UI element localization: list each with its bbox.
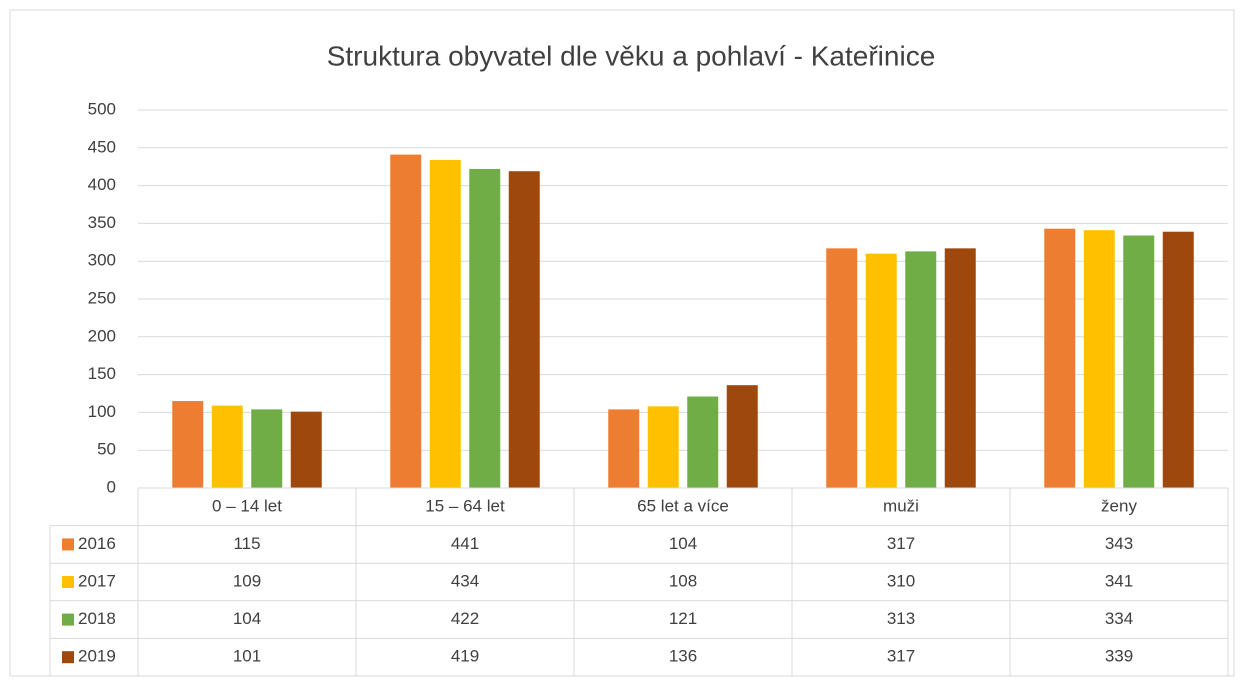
- legend-swatch: [62, 538, 74, 551]
- chart-frame: [9, 9, 1235, 677]
- table-value: 115: [233, 534, 260, 553]
- x-tick-label: ženy: [1101, 496, 1137, 515]
- bar: [687, 396, 719, 488]
- bar: [1083, 230, 1115, 489]
- table-value: 422: [451, 609, 479, 628]
- y-tick-label: 250: [88, 288, 116, 307]
- bar: [508, 171, 540, 488]
- bar: [608, 409, 640, 488]
- table-value: 109: [233, 571, 261, 590]
- bar: [647, 406, 679, 488]
- y-tick-label: 400: [88, 175, 116, 194]
- bar: [726, 385, 758, 488]
- legend-swatch: [62, 576, 74, 588]
- legend-label: 2019: [78, 647, 116, 666]
- table-value: 317: [887, 534, 915, 553]
- y-tick-label: 0: [107, 477, 116, 496]
- bar: [1162, 231, 1194, 488]
- bar: [172, 401, 204, 488]
- y-tick-label: 450: [88, 137, 116, 156]
- table-value: 441: [451, 534, 479, 553]
- y-tick-label: 350: [88, 213, 116, 232]
- table-value: 334: [1105, 609, 1133, 628]
- bar: [251, 409, 283, 488]
- bar: [1044, 228, 1076, 488]
- table-value: 136: [669, 647, 697, 666]
- y-tick-label: 50: [97, 440, 116, 459]
- bar: [1123, 235, 1155, 488]
- table-value: 104: [233, 609, 261, 628]
- table-value: 108: [669, 571, 697, 590]
- y-tick-label: 150: [88, 364, 116, 383]
- legend-swatch: [62, 613, 74, 626]
- legend-label: 2016: [78, 534, 116, 553]
- table-value: 419: [451, 647, 479, 666]
- bar: [905, 251, 937, 488]
- table-value: 341: [1105, 571, 1133, 590]
- bar: [944, 248, 976, 488]
- bar: [211, 405, 243, 488]
- bar: [390, 154, 422, 488]
- table-value: 339: [1105, 647, 1133, 666]
- table-value: 121: [669, 609, 697, 628]
- legend-label: 2018: [78, 609, 116, 628]
- legend-swatch: [62, 651, 74, 664]
- y-tick-label: 200: [88, 326, 116, 345]
- table-value: 104: [669, 534, 697, 553]
- bar: [429, 159, 461, 488]
- legend-label: 2017: [78, 571, 116, 590]
- table-value: 101: [233, 647, 261, 666]
- table-value: 313: [887, 609, 915, 628]
- table-value: 434: [451, 571, 479, 590]
- chart-title: Struktura obyvatel dle věku a pohlaví - …: [327, 40, 936, 71]
- y-tick-label: 300: [88, 251, 116, 270]
- y-tick-label: 500: [88, 99, 116, 118]
- y-tick-label: 100: [88, 402, 116, 421]
- x-tick-label: muži: [883, 496, 919, 515]
- x-tick-label: 65 let a více: [637, 496, 729, 515]
- table-value: 317: [887, 647, 915, 666]
- bar: [865, 253, 897, 488]
- x-tick-label: 15 – 64 let: [425, 496, 505, 515]
- bar: [826, 248, 858, 488]
- x-tick-label: 0 – 14 let: [212, 496, 282, 515]
- bar: [290, 411, 322, 488]
- bar: [469, 168, 501, 488]
- table-value: 310: [887, 571, 915, 590]
- table-value: 343: [1105, 534, 1133, 553]
